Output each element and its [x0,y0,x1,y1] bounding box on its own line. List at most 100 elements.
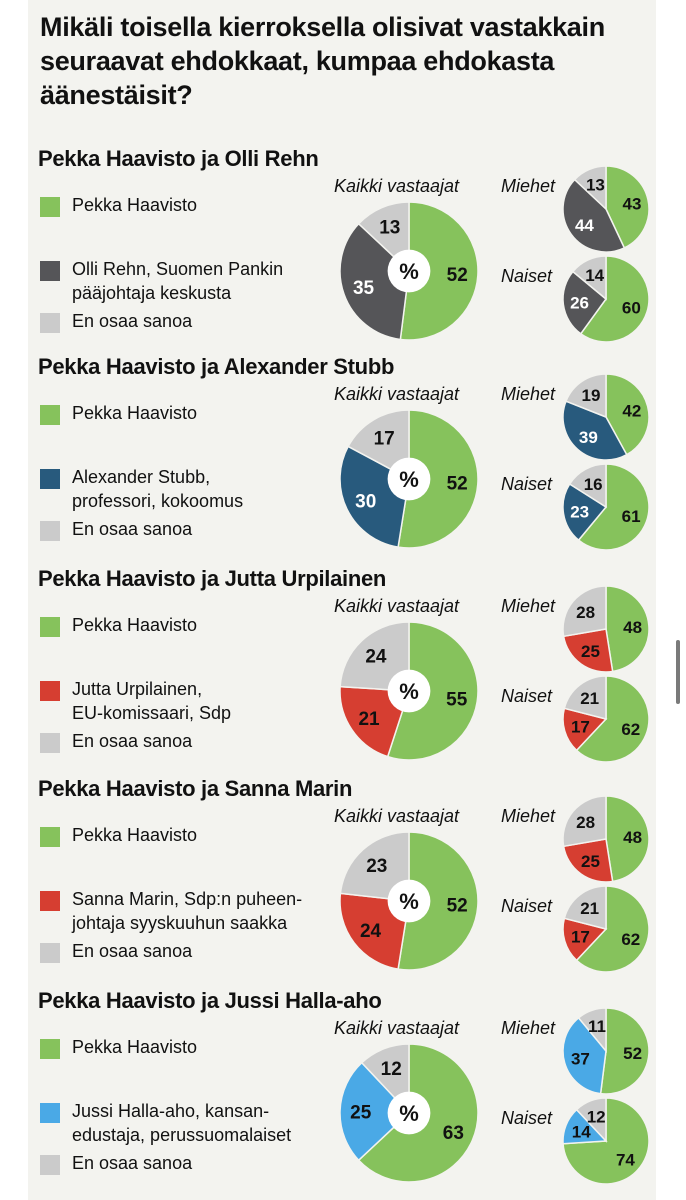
legend-label: Pekka Haavisto [72,195,198,215]
data-label: 30 [355,491,376,512]
legend-swatch [40,405,60,425]
data-label: 60 [622,298,641,317]
legend-label: Pekka Haavisto [72,615,198,635]
all-respondents-label: Kaikki vastaajat [334,806,460,826]
data-label: 74 [616,1150,635,1169]
pie-all-respondents: 55 21 24% [339,621,479,761]
legend-swatch [40,197,60,217]
section-title: Pekka Haavisto ja Olli Rehn [38,146,319,171]
legend-label: En osaa sanoa [72,1153,193,1173]
pie-slice [562,270,608,335]
section-title: Pekka Haavisto ja Alexander Stubb [38,354,395,379]
poll-section: Pekka Haavisto ja Jussi Halla-aho Pekka H… [0,988,686,1198]
pie-slice [562,400,628,461]
pie-center-hole [387,249,431,293]
pie-slice [562,1016,607,1095]
section-title: Pekka Haavisto ja Jutta Urpilainen [38,566,387,591]
data-label: 37 [571,1050,590,1069]
data-label: 35 [353,278,375,299]
pie-slice [605,795,650,883]
data-label: 25 [350,1102,372,1123]
pie-slice [577,463,650,551]
pie-slice [575,675,650,763]
pie-slice [605,585,650,673]
pie-slice [339,222,410,341]
page-title: Mikäli toisella kierroksella olisivat va… [40,12,605,110]
pie-women: 60 26 14 [562,255,650,343]
pie-men: 42 39 19 [562,373,650,461]
data-label: 39 [579,428,598,447]
legend-swatch [40,617,60,637]
data-label: 28 [576,813,595,832]
data-label: 43 [623,194,642,213]
pie-center-hole [387,1091,431,1135]
pie-slice [397,831,479,971]
data-label: 12 [587,1107,606,1126]
data-label: 55 [446,689,468,710]
pie-slice [563,885,607,930]
pie-slice [575,885,650,973]
data-label: 28 [576,603,595,622]
legend-label: Sanna Marin, Sdp:n puheen- johtaja syysk… [72,889,303,933]
pie-slice [397,409,479,549]
legend-label: Pekka Haavisto [72,1037,198,1057]
legend-label: Pekka Haavisto [72,825,198,845]
section-title: Pekka Haavisto ja Sanna Marin [38,776,353,801]
pie-slice [565,373,607,419]
data-label: 52 [447,265,468,286]
legend-label: En osaa sanoa [72,311,193,331]
data-label: 21 [580,899,599,918]
legend-label: Pekka Haavisto [72,403,198,423]
women-label: Naiset [501,896,553,916]
pie-all-respondents: 63 25 12% [339,1043,479,1183]
legend-label: Olli Rehn, Suomen Pankin pääjohtaja kesk… [72,259,284,303]
poll-section: Pekka Haavisto ja Jutta Urpilainen Pekka … [0,566,686,776]
data-label: 17 [571,718,590,737]
legend-label: En osaa sanoa [72,941,193,961]
scrollbar[interactable] [676,640,680,704]
data-label: 52 [623,1044,642,1063]
pie-slice [562,707,608,752]
legend-swatch [40,261,60,281]
data-label: 25 [581,852,600,871]
data-label: 12 [381,1059,402,1080]
data-label: 63 [443,1123,464,1144]
legend-swatch [40,733,60,753]
women-label: Naiset [501,686,553,706]
poll-section: Pekka Haavisto ja Sanna Marin Pekka Haavi… [0,776,686,986]
percent-sign: % [399,889,419,914]
data-label: 23 [366,856,387,877]
poll-section: Pekka Haavisto ja Alexander Stubb Pekka H… [0,354,686,564]
all-respondents-label: Kaikki vastaajat [334,1018,460,1038]
legend-swatch [40,1103,60,1123]
pie-slice [562,628,614,673]
pie-slice [579,255,650,343]
women-label: Naiset [501,474,553,494]
pie-slice [562,838,614,883]
men-label: Miehet [501,176,556,196]
pie-women: 62 17 21 [562,885,650,973]
percent-sign: % [399,467,419,492]
pie-slice [386,621,479,761]
data-label: 17 [374,428,395,449]
percent-sign: % [399,679,419,704]
legend-swatch [40,681,60,701]
poll-section: Pekka Haavisto ja Olli Rehn Pekka Haavist… [0,146,686,356]
pie-men: 48 25 28 [562,795,650,883]
pie-slice [562,585,607,638]
pie-slice [347,409,410,481]
legend-label: En osaa sanoa [72,519,193,539]
data-label: 48 [623,828,642,847]
legend-label: En osaa sanoa [72,731,193,751]
pie-center-hole [387,457,431,501]
legend-label: Alexander Stubb, professori, kokoomus [72,467,244,511]
pie-center-hole [387,669,431,713]
legend-swatch [40,891,60,911]
data-label: 44 [575,216,594,235]
legend-label: Jussi Halla-aho, kansan- edustaja, perus… [72,1101,292,1145]
data-label: 16 [584,475,603,494]
data-label: 19 [582,386,601,405]
pie-slice [571,255,607,301]
data-label: 24 [360,921,382,942]
